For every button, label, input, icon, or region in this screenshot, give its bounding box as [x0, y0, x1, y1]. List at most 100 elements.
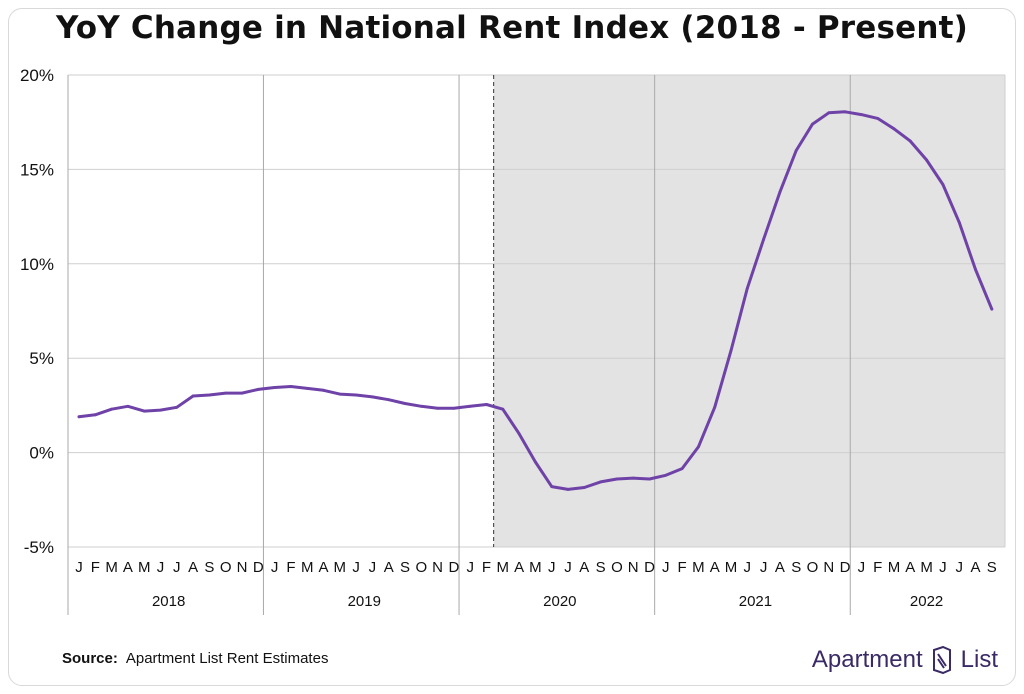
month-tick-label: A [970, 559, 980, 576]
month-tick-label: F [286, 559, 295, 576]
data-point [566, 488, 570, 491]
data-point [208, 393, 211, 397]
month-tick-label: A [188, 559, 198, 576]
data-point [501, 407, 505, 411]
month-tick-label: J [744, 559, 752, 576]
month-tick-label: A [384, 559, 394, 576]
data-point [224, 391, 228, 395]
month-tick-label: S [791, 559, 801, 576]
data-point [974, 268, 977, 271]
data-point [419, 404, 423, 408]
month-tick-label: J [157, 559, 165, 576]
month-tick-label: N [823, 559, 834, 576]
data-point [713, 405, 717, 409]
month-tick-label: J [173, 559, 181, 576]
data-point [957, 220, 961, 224]
data-point [925, 158, 928, 162]
data-point [338, 392, 342, 396]
data-point [305, 387, 309, 390]
month-tick-label: J [352, 559, 360, 576]
month-tick-label: D [840, 559, 851, 576]
source-note: Source: Apartment List Rent Estimates [62, 650, 328, 667]
data-point [322, 388, 325, 392]
data-point [452, 406, 456, 410]
month-tick-label: F [482, 559, 491, 576]
month-tick-label: A [123, 559, 133, 576]
shaded-region [493, 75, 1005, 547]
data-point [827, 111, 831, 115]
data-point [908, 139, 912, 143]
month-tick-label: M [497, 559, 510, 576]
month-tick-label: S [204, 559, 214, 576]
month-tick-label: M [105, 559, 118, 576]
data-point [289, 385, 293, 388]
data-point [142, 409, 146, 413]
brand-word-1: Apartment [811, 646, 923, 673]
month-tick-label: M [692, 559, 705, 576]
month-tick-label: M [301, 559, 314, 576]
year-label: 2022 [910, 593, 943, 610]
month-tick-label: N [432, 559, 443, 576]
data-point [582, 486, 586, 489]
apartment-list-logo-icon [932, 646, 951, 674]
data-point [762, 237, 765, 241]
data-point [876, 117, 880, 120]
data-point [778, 190, 782, 194]
data-point [680, 467, 684, 471]
data-point [273, 386, 276, 389]
data-point [468, 404, 472, 408]
month-tick-label: A [318, 559, 328, 576]
y-tick-label: 10% [20, 255, 54, 274]
data-point [550, 485, 554, 488]
series-layer [77, 110, 994, 491]
data-point [517, 432, 521, 436]
y-tick-label: -5% [24, 538, 54, 557]
month-tick-label: J [548, 559, 556, 576]
month-tick-label: M [529, 559, 542, 576]
month-tick-label: O [807, 559, 819, 576]
data-point [77, 415, 81, 419]
month-tick-label: F [91, 559, 100, 576]
data-point [93, 413, 97, 417]
data-point [941, 183, 945, 186]
month-tick-label: S [596, 559, 606, 576]
data-point [191, 394, 195, 398]
data-point [534, 460, 537, 464]
data-point [354, 393, 358, 397]
year-label: 2020 [543, 593, 576, 610]
month-tick-label: J [939, 559, 947, 576]
month-tick-label: S [987, 559, 997, 576]
month-tick-label: J [564, 559, 572, 576]
month-tick-label: O [611, 559, 623, 576]
month-tick-label: J [369, 559, 377, 576]
data-point [387, 398, 391, 402]
data-point [745, 286, 749, 290]
chart-frame [8, 8, 1016, 686]
month-tick-label: A [514, 559, 524, 576]
month-tick-label: N [237, 559, 248, 576]
y-tick-label: 15% [20, 160, 54, 179]
data-point [843, 110, 847, 114]
data-point [811, 122, 814, 126]
source-label: Source: [62, 650, 118, 667]
data-point [403, 402, 407, 405]
month-tick-label: S [400, 559, 410, 576]
month-tick-label: J [466, 559, 474, 576]
month-tick-label: J [858, 559, 866, 576]
data-point [371, 395, 374, 399]
shaded-region-layer [493, 75, 1005, 547]
data-point [159, 408, 162, 412]
source-text: Apartment List Rent Estimates [125, 650, 329, 667]
month-tick-label: M [725, 559, 738, 576]
month-tick-label: J [271, 559, 279, 576]
month-tick-label: N [628, 559, 639, 576]
month-tick-label: A [905, 559, 915, 576]
month-tick-label: A [710, 559, 720, 576]
chart-title: YoY Change in National Rent Index (2018 … [55, 10, 969, 46]
month-tick-label: O [220, 559, 232, 576]
y-tick-label: 0% [29, 444, 54, 463]
month-tick-label: M [888, 559, 901, 576]
y-tick-labels: -5% 0% 5% 10% 15% 20% [20, 66, 54, 557]
